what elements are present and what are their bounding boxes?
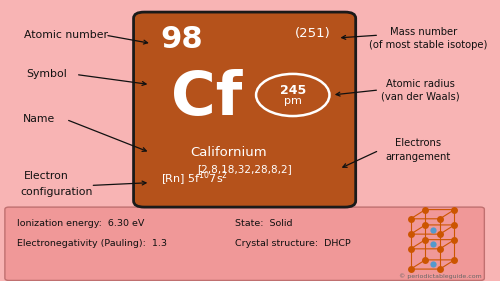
FancyBboxPatch shape: [134, 12, 356, 207]
Text: [Rn] 5f$^{10}$7s$^{2}$: [Rn] 5f$^{10}$7s$^{2}$: [162, 170, 228, 188]
Text: 245: 245: [280, 84, 306, 97]
Text: (of most stable isotope): (of most stable isotope): [369, 40, 488, 50]
Text: Electron: Electron: [24, 171, 69, 181]
Text: 98: 98: [160, 25, 203, 54]
Text: © periodictableguide.com: © periodictableguide.com: [399, 273, 482, 279]
FancyBboxPatch shape: [5, 207, 484, 280]
Text: Atomic number: Atomic number: [24, 30, 108, 40]
Text: (251): (251): [294, 27, 330, 40]
Text: Name: Name: [23, 114, 56, 124]
Text: Atomic radius: Atomic radius: [386, 79, 455, 89]
Text: configuration: configuration: [20, 187, 92, 198]
Text: Cf: Cf: [171, 69, 242, 128]
Text: pm: pm: [284, 96, 302, 106]
Text: Symbol: Symbol: [26, 69, 67, 80]
Text: Electrons: Electrons: [395, 138, 442, 148]
Text: arrangement: arrangement: [386, 152, 451, 162]
Text: Mass number: Mass number: [390, 27, 457, 37]
Text: [2,8,18,32,28,8,2]: [2,8,18,32,28,8,2]: [197, 164, 292, 174]
Text: Ionization energy:  6.30 eV: Ionization energy: 6.30 eV: [17, 219, 144, 228]
Text: Crystal structure:  DHCP: Crystal structure: DHCP: [235, 239, 350, 248]
Text: State:  Solid: State: Solid: [235, 219, 292, 228]
Text: Californium: Californium: [190, 146, 267, 159]
Text: Electronegativity (Pauling):  1.3: Electronegativity (Pauling): 1.3: [17, 239, 167, 248]
Text: (van der Waals): (van der Waals): [382, 92, 460, 102]
